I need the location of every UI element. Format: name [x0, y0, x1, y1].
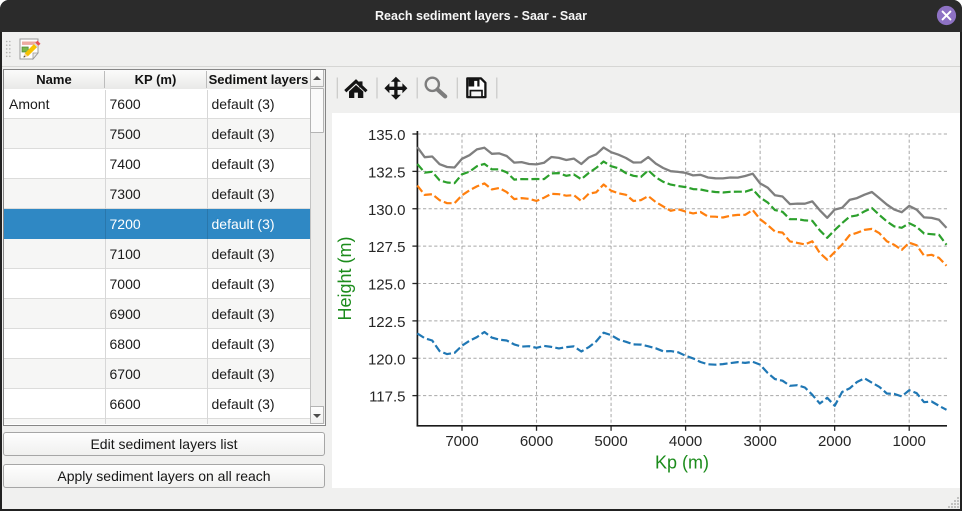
svg-text:2000: 2000 [818, 433, 851, 450]
svg-text:6000: 6000 [520, 433, 553, 450]
svg-text:1000: 1000 [893, 433, 926, 450]
svg-text:Height (m): Height (m) [335, 236, 355, 320]
svg-text:117.5: 117.5 [369, 389, 405, 406]
svg-text:120.0: 120.0 [368, 351, 406, 368]
svg-text:4000: 4000 [669, 433, 702, 450]
svg-text:3000: 3000 [743, 433, 776, 450]
svg-text:127.5: 127.5 [368, 239, 406, 256]
svg-text:125.0: 125.0 [368, 277, 406, 294]
svg-text:130.0: 130.0 [368, 202, 406, 219]
svg-text:5000: 5000 [594, 433, 627, 450]
svg-text:122.5: 122.5 [368, 314, 406, 331]
svg-text:Kp (m): Kp (m) [655, 453, 709, 473]
svg-text:135.0: 135.0 [368, 127, 406, 144]
svg-text:132.5: 132.5 [368, 164, 406, 181]
svg-text:7000: 7000 [445, 433, 478, 450]
